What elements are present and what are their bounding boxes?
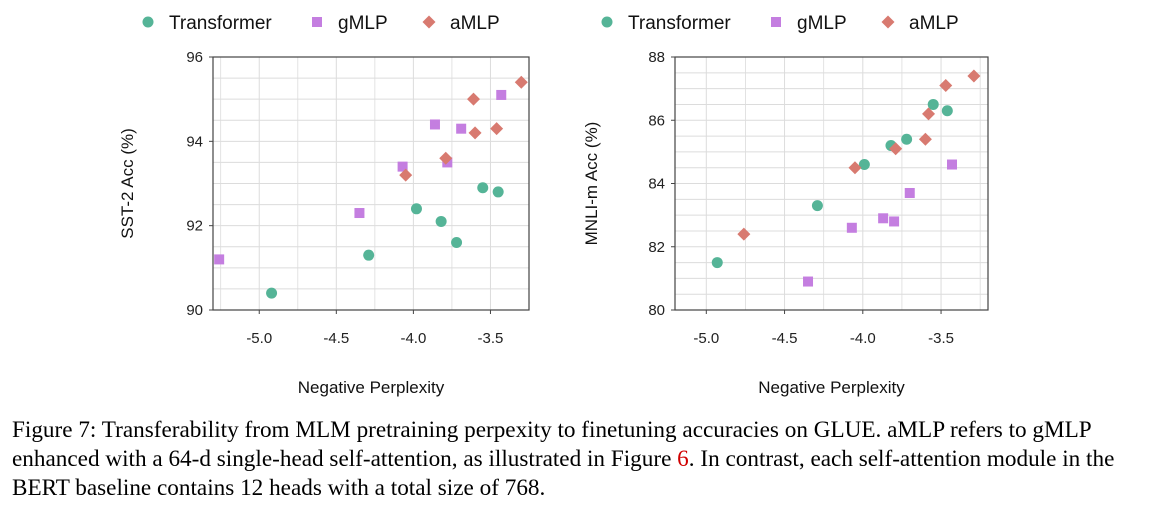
data-point-transformer [435, 215, 447, 227]
x-axis-label: Negative Perplexity [758, 378, 905, 397]
data-point-gmlp [496, 89, 507, 100]
y-axis-label: MNLI-m Acc (%) [582, 122, 601, 246]
x-tick-label: -3.5 [928, 330, 954, 347]
legend-marker-amlp [422, 15, 436, 29]
legend-marker-gmlp [771, 17, 781, 27]
y-tick-label: 80 [648, 302, 665, 319]
data-point-transformer [811, 200, 823, 212]
legend-label-gmlp: gMLP [797, 13, 847, 34]
legend-label-amlp: aMLP [450, 13, 500, 34]
data-point-amlp [939, 78, 953, 92]
series-gmlp [803, 159, 958, 287]
y-tick-label: 96 [186, 49, 203, 66]
data-point-gmlp [354, 208, 365, 219]
data-point-transformer [477, 182, 489, 194]
legend-marker-gmlp [312, 17, 322, 27]
x-tick-label: -4.0 [400, 330, 426, 347]
data-point-amlp [889, 142, 903, 156]
data-point-gmlp [429, 119, 440, 130]
data-point-gmlp [214, 254, 225, 265]
chart-2: 80 82 84 86 88 -5.0 -4.5 -4.0 -3.5 Negative Perpl… [582, 13, 989, 397]
x-tick-label: -4.5 [772, 330, 798, 347]
data-point-gmlp [846, 222, 857, 233]
data-point-transformer [927, 98, 939, 110]
figure-charts: 90 92 94 96 -5.0 -4.5 -4.0 -3.5 Negative Perplex… [118, 13, 989, 397]
x-tick-label: -4.5 [323, 330, 349, 347]
y-tick-label: 94 [186, 133, 203, 150]
legend-label-transformer: Transformer [169, 13, 272, 34]
data-point-amlp [918, 132, 932, 146]
legend-label-gmlp: gMLP [338, 13, 388, 34]
data-point-transformer [858, 159, 870, 171]
legend-label-transformer: Transformer [628, 13, 731, 34]
legend-marker-amlp [881, 15, 895, 29]
legend-marker-transformer [142, 16, 154, 28]
y-axis-label: SST-2 Acc (%) [118, 128, 137, 239]
x-tick-label: -3.5 [478, 330, 504, 347]
chart-1: 90 92 94 96 -5.0 -4.5 -4.0 -3.5 Negative Perplex… [118, 13, 530, 397]
series-transformer [266, 182, 504, 299]
legend-marker-transformer [601, 16, 613, 28]
series-gmlp [214, 89, 507, 265]
data-point-gmlp [456, 123, 467, 134]
data-point-amlp [967, 69, 981, 83]
y-tick-label: 90 [186, 302, 203, 319]
data-point-gmlp [947, 159, 958, 170]
data-point-amlp [468, 126, 482, 140]
data-point-transformer [266, 287, 278, 299]
data-point-transformer [901, 133, 913, 145]
legend: Transformer gMLP aMLP [142, 13, 500, 34]
data-point-amlp [737, 227, 751, 241]
y-tick-label: 92 [186, 218, 203, 235]
data-point-gmlp [889, 216, 900, 227]
caption-text: Figure 7: Transferability from MLM pretr… [12, 417, 1091, 472]
y-tick-label: 88 [648, 49, 665, 66]
series-amlp [737, 69, 981, 241]
legend: Transformer gMLP aMLP [601, 13, 959, 34]
y-tick-label: 86 [648, 112, 665, 129]
data-point-amlp [439, 151, 453, 165]
data-point-gmlp [878, 213, 889, 224]
plot-frame [212, 56, 530, 311]
data-point-transformer [711, 257, 723, 269]
data-point-gmlp [397, 161, 408, 172]
x-tick-label: -5.0 [246, 330, 272, 347]
x-axis-label: Negative Perplexity [298, 378, 445, 397]
grid [675, 56, 988, 311]
data-point-amlp [399, 168, 413, 182]
x-tick-label: -4.0 [850, 330, 876, 347]
data-point-gmlp [904, 187, 915, 198]
data-point-amlp [467, 92, 481, 106]
legend-label-amlp: aMLP [909, 13, 959, 34]
figure-caption: Figure 7: Transferability from MLM pretr… [12, 416, 1157, 503]
caption-text-end: . In contrast, each self-attention modul… [12, 446, 1115, 501]
data-point-amlp [514, 75, 528, 89]
data-point-transformer [492, 186, 504, 198]
data-point-transformer [363, 249, 375, 261]
data-point-amlp [848, 161, 862, 175]
figure-reference-link[interactable]: 6 [677, 446, 689, 472]
x-tick-label: -5.0 [693, 330, 719, 347]
data-point-amlp [490, 122, 504, 136]
data-point-amlp [922, 107, 936, 121]
y-tick-label: 82 [648, 239, 665, 256]
data-point-transformer [451, 237, 463, 249]
data-point-transformer [941, 105, 953, 117]
y-tick-label: 84 [648, 176, 665, 193]
data-point-transformer [410, 203, 422, 215]
series-amlp [399, 75, 528, 182]
data-point-gmlp [803, 276, 814, 287]
